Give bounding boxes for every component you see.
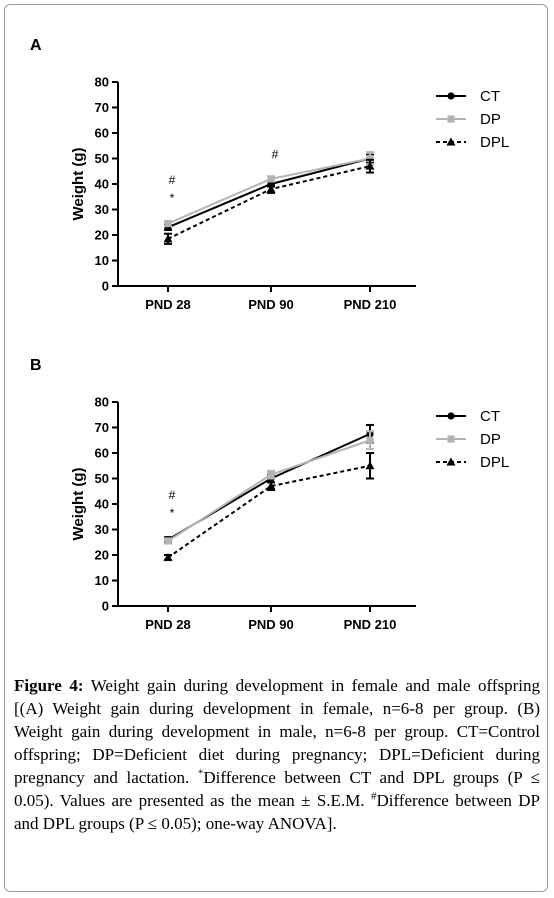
caption-text-3: Difference between DP and DPL groups (P … (14, 791, 540, 833)
legend-marker (446, 457, 456, 466)
data-point (164, 537, 172, 545)
y-tick-label: 20 (95, 548, 109, 563)
figure-caption: Figure 4: Weight gain during development… (14, 674, 540, 835)
legend-label: CT (480, 88, 500, 105)
y-tick-label: 40 (95, 177, 109, 192)
legend-item-ct: CT (436, 408, 500, 425)
data-point (366, 154, 374, 163)
y-tick-label: 80 (95, 395, 109, 410)
legend-item-dpl: DPL (436, 454, 509, 471)
x-tick-label: PND 28 (145, 297, 191, 312)
x-tick-label: PND 90 (248, 617, 294, 632)
legend-item-dpl: DPL (436, 134, 509, 151)
series-dp (164, 430, 374, 545)
y-tick-label: 70 (95, 100, 109, 115)
significance-annotation: # (169, 173, 176, 187)
significance-annotation: * (170, 191, 175, 205)
data-point (267, 175, 275, 183)
y-tick-label: 20 (95, 228, 109, 243)
y-axis-title: Weight (g) (70, 467, 87, 540)
caption-label: Figure 4: (14, 676, 84, 695)
y-tick-label: 70 (95, 420, 109, 435)
data-point (366, 436, 374, 444)
data-point (163, 234, 173, 243)
legend-label: DPL (480, 134, 509, 151)
legend-marker (447, 435, 455, 443)
figure-frame (4, 4, 548, 892)
caption-text-2: Difference between CT and DPL groups (P … (14, 768, 540, 810)
series-line-dpl (167, 464, 371, 559)
y-tick-label: 50 (95, 151, 109, 166)
data-point (365, 161, 375, 170)
legend-marker (447, 115, 455, 123)
y-tick-label: 50 (95, 471, 109, 486)
caption-sup-2: # (370, 790, 377, 803)
legend-marker (447, 412, 455, 420)
chart-a-svg: A 0 10 20 30 40 50 60 70 80 Weight (g) PND 28 PND 90… (30, 37, 509, 312)
caption-text-1: Weight gain during development in female… (14, 676, 540, 787)
series-ct (164, 423, 374, 544)
data-point (365, 461, 375, 470)
legend-label: CT (480, 408, 500, 425)
legend-marker (446, 137, 456, 146)
x-tick-label: PND 210 (344, 297, 397, 312)
data-point (266, 184, 276, 193)
y-tick-label: 80 (95, 75, 109, 90)
panel-label: A (30, 37, 42, 54)
chart-b-svg: B 0 10 20 30 40 50 60 70 80 Weight (g) PND 28 PND 90… (30, 357, 509, 632)
series-dpl (163, 452, 375, 562)
significance-annotation: # (272, 148, 279, 162)
legend-label: DP (480, 431, 501, 448)
significance-annotation: * (170, 506, 175, 520)
x-tick-label: PND 28 (145, 617, 191, 632)
data-point (164, 219, 172, 228)
significance-annotation: # (169, 488, 176, 502)
x-tick-label: PND 90 (248, 297, 294, 312)
legend-item-ct: CT (436, 88, 500, 105)
y-tick-label: 30 (95, 202, 109, 217)
legend-marker (447, 92, 455, 100)
legend-item-dp: DP (436, 431, 501, 448)
y-tick-label: 40 (95, 497, 109, 512)
y-tick-label: 10 (95, 573, 109, 588)
data-point (266, 481, 276, 490)
y-tick-label: 60 (95, 126, 109, 141)
caption-sup-1: * (197, 767, 204, 780)
panel-label: B (30, 357, 42, 374)
x-tick-label: PND 210 (344, 617, 397, 632)
y-tick-label: 30 (95, 522, 109, 537)
data-point (267, 471, 275, 479)
y-tick-label: 0 (102, 599, 109, 614)
y-axis-title: Weight (g) (70, 147, 87, 220)
legend-label: DPL (480, 454, 509, 471)
data-point (163, 553, 173, 562)
legend-label: DP (480, 111, 501, 128)
legend-item-dp: DP (436, 111, 501, 128)
y-tick-label: 10 (95, 253, 109, 268)
chart-panel-b: B 0 10 20 30 40 50 60 70 80 Weight (g) PND 28 PND 90… (6, 340, 546, 670)
y-tick-label: 60 (95, 446, 109, 461)
series-dpl (163, 158, 375, 245)
chart-panel-a: A 0 10 20 30 40 50 60 70 80 Weight (g) PND 28 PND 90… (6, 20, 546, 350)
y-tick-label: 0 (102, 279, 109, 294)
